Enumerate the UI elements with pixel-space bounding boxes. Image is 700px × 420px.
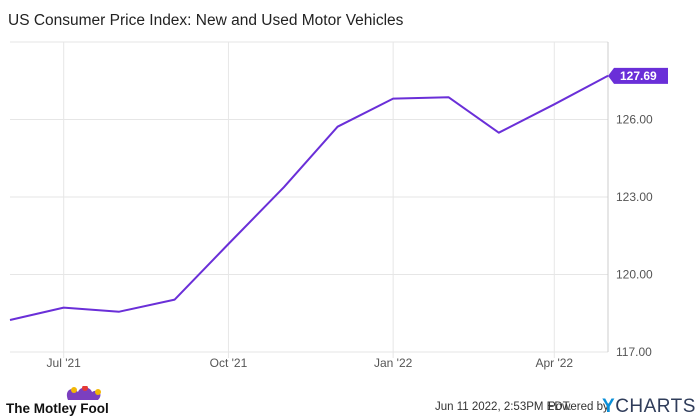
chart-title: US Consumer Price Index: New and Used Mo… xyxy=(8,12,404,29)
footer-powered-by: Powered by xyxy=(548,401,609,413)
y-axis-labels: 117.00 120.00 123.00 126.00 xyxy=(616,113,653,360)
last-value-label: 127.69 xyxy=(620,69,657,83)
last-value-badge: 127.69 xyxy=(608,67,668,84)
motley-fool-jester-icon xyxy=(66,386,101,400)
footer-date: Jun 11 2022, 2:53PM EDT. xyxy=(435,401,572,413)
ycharts-logo-text: CHARTS xyxy=(615,396,696,417)
ycharts-logo-y: Y xyxy=(602,396,616,417)
y-tick-label: 120.00 xyxy=(616,268,653,282)
y-tick-label: 117.00 xyxy=(616,345,652,359)
ycharts-logo[interactable]: YCHARTS xyxy=(602,396,696,418)
grid-lines xyxy=(10,41,609,353)
last-value-badge-shape xyxy=(608,67,668,84)
x-tick-label: Oct '21 xyxy=(210,356,248,370)
y-tick-label: 123.00 xyxy=(616,190,653,204)
x-tick-label: Jan '22 xyxy=(374,356,413,370)
x-tick-label: Jul '21 xyxy=(47,356,82,370)
series-layer xyxy=(9,74,609,321)
motley-fool-logo-text: The Motley Fool xyxy=(6,401,109,416)
series-line xyxy=(9,74,609,321)
y-tick-label: 126.00 xyxy=(616,113,653,127)
x-axis-ticks: Jul '21 Oct '21 Jan '22 Apr '22 xyxy=(47,42,573,370)
x-tick-label: Apr '22 xyxy=(535,356,573,370)
